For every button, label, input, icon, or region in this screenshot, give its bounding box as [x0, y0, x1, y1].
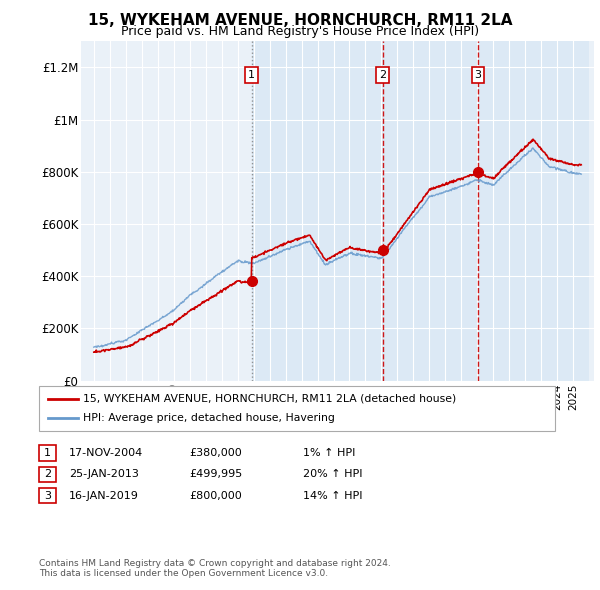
Text: 3: 3 [475, 70, 481, 80]
Text: Contains HM Land Registry data © Crown copyright and database right 2024.: Contains HM Land Registry data © Crown c… [39, 559, 391, 568]
Text: 17-NOV-2004: 17-NOV-2004 [69, 448, 143, 458]
Text: 15, WYKEHAM AVENUE, HORNCHURCH, RM11 2LA (detached house): 15, WYKEHAM AVENUE, HORNCHURCH, RM11 2LA… [83, 394, 456, 404]
Text: £380,000: £380,000 [189, 448, 242, 458]
Text: 2: 2 [44, 470, 51, 479]
Text: £499,995: £499,995 [189, 470, 242, 479]
Text: 3: 3 [44, 491, 51, 500]
Text: 14% ↑ HPI: 14% ↑ HPI [303, 491, 362, 500]
Text: This data is licensed under the Open Government Licence v3.0.: This data is licensed under the Open Gov… [39, 569, 328, 578]
Text: HPI: Average price, detached house, Havering: HPI: Average price, detached house, Have… [83, 414, 335, 423]
Text: 1: 1 [248, 70, 255, 80]
Text: £800,000: £800,000 [189, 491, 242, 500]
Text: 1: 1 [44, 448, 51, 458]
Text: Price paid vs. HM Land Registry's House Price Index (HPI): Price paid vs. HM Land Registry's House … [121, 25, 479, 38]
Text: 2: 2 [379, 70, 386, 80]
Text: 25-JAN-2013: 25-JAN-2013 [69, 470, 139, 479]
Text: 15, WYKEHAM AVENUE, HORNCHURCH, RM11 2LA: 15, WYKEHAM AVENUE, HORNCHURCH, RM11 2LA [88, 13, 512, 28]
Bar [251, 41, 589, 381]
Text: 1% ↑ HPI: 1% ↑ HPI [303, 448, 355, 458]
Text: 20% ↑ HPI: 20% ↑ HPI [303, 470, 362, 479]
Text: 16-JAN-2019: 16-JAN-2019 [69, 491, 139, 500]
